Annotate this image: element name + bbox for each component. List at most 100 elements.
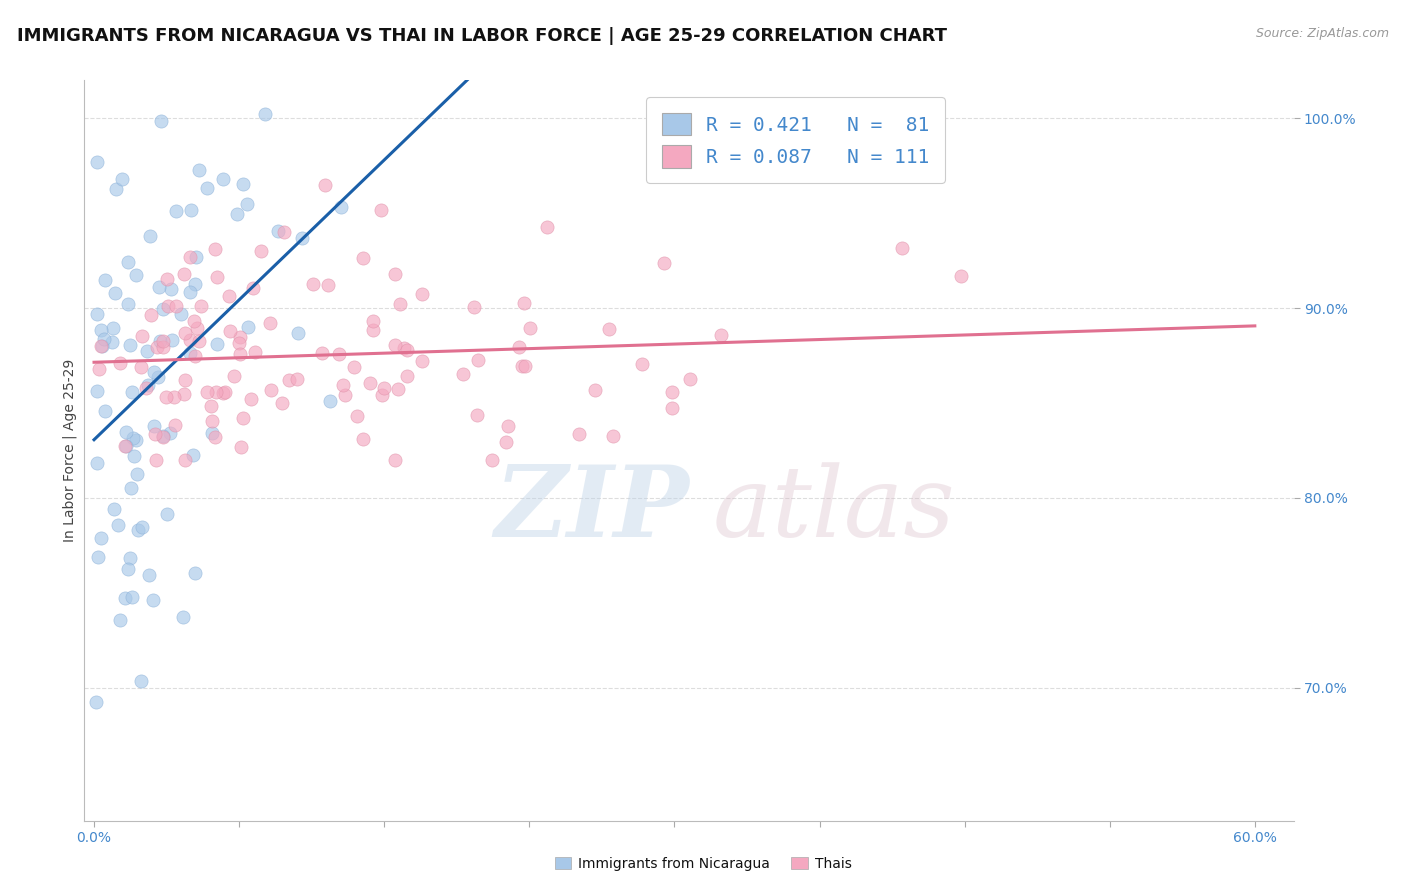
Point [343,360,366,375]
Point [156,507,179,521]
Legend: Immigrants from Nicaragua, Thais: Immigrants from Nicaragua, Thais [548,851,858,876]
Point [183,566,205,580]
Y-axis label: In Labor Force | Age 25-29: In Labor Force | Age 25-29 [63,359,77,542]
Point [335,387,357,401]
Point [114,439,136,453]
Point [332,378,354,392]
Point [195,385,218,400]
Point [249,244,271,258]
Point [117,297,139,311]
Point [87,549,110,564]
Point [186,321,208,335]
Point [156,299,179,313]
Point [125,268,148,282]
Point [94,404,117,418]
Point [204,430,226,444]
Point [183,313,205,327]
Point [139,228,162,243]
Point [138,567,160,582]
Point [136,343,159,358]
Point [496,419,519,434]
Text: IMMIGRANTS FROM NICARAGUA VS THAI IN LABOR FORCE | AGE 25-29 CORRELATION CHART: IMMIGRANTS FROM NICARAGUA VS THAI IN LAB… [17,27,946,45]
Point [179,333,201,347]
Point [411,354,433,368]
Point [135,381,157,395]
Point [107,517,129,532]
Point [236,320,259,334]
Point [212,171,235,186]
Point [93,332,115,346]
Point [201,425,224,440]
Point [90,531,112,545]
Point [204,242,226,256]
Point [179,250,201,264]
Point [94,273,117,287]
Point [163,390,186,404]
Point [395,369,418,384]
Point [224,368,246,383]
Point [316,278,339,293]
Point [451,367,474,381]
Point [86,154,108,169]
Point [387,382,409,396]
Point [121,384,143,399]
Point [228,347,250,361]
Point [152,429,174,443]
Point [330,200,353,214]
Point [104,182,127,196]
Point [243,345,266,359]
Point [90,323,112,337]
Point [120,550,142,565]
Point [131,520,153,534]
Point [481,453,503,467]
Point [218,289,240,303]
Point [277,374,299,388]
Point [361,323,384,337]
Point [121,591,143,605]
Point [183,448,205,462]
Point [165,299,187,313]
Point [890,241,912,255]
Point [173,267,195,281]
Point [86,307,108,321]
Point [131,673,153,688]
Point [156,272,179,286]
Point [373,380,395,394]
Point [160,281,183,295]
Point [359,376,381,390]
Point [271,396,294,410]
Point [583,383,606,397]
Point [273,226,295,240]
Point [236,197,259,211]
Text: ZIP: ZIP [494,461,689,558]
Point [253,107,276,121]
Point [200,399,222,413]
Point [242,281,264,295]
Point [949,268,972,283]
Point [179,285,201,300]
Point [146,340,169,354]
Point [710,328,733,343]
Point [195,181,218,195]
Point [519,321,541,335]
Point [127,523,149,537]
Point [174,453,197,467]
Point [395,343,418,358]
Point [225,207,247,221]
Point [214,384,236,399]
Point [384,338,406,352]
Point [173,386,195,401]
Point [149,334,172,348]
Point [84,695,107,709]
Point [352,432,374,446]
Point [129,359,152,374]
Point [111,172,134,186]
Point [229,330,252,344]
Point [90,338,112,352]
Point [328,347,350,361]
Point [311,346,333,360]
Point [652,256,675,270]
Point [108,613,131,627]
Point [630,358,652,372]
Point [411,287,433,301]
